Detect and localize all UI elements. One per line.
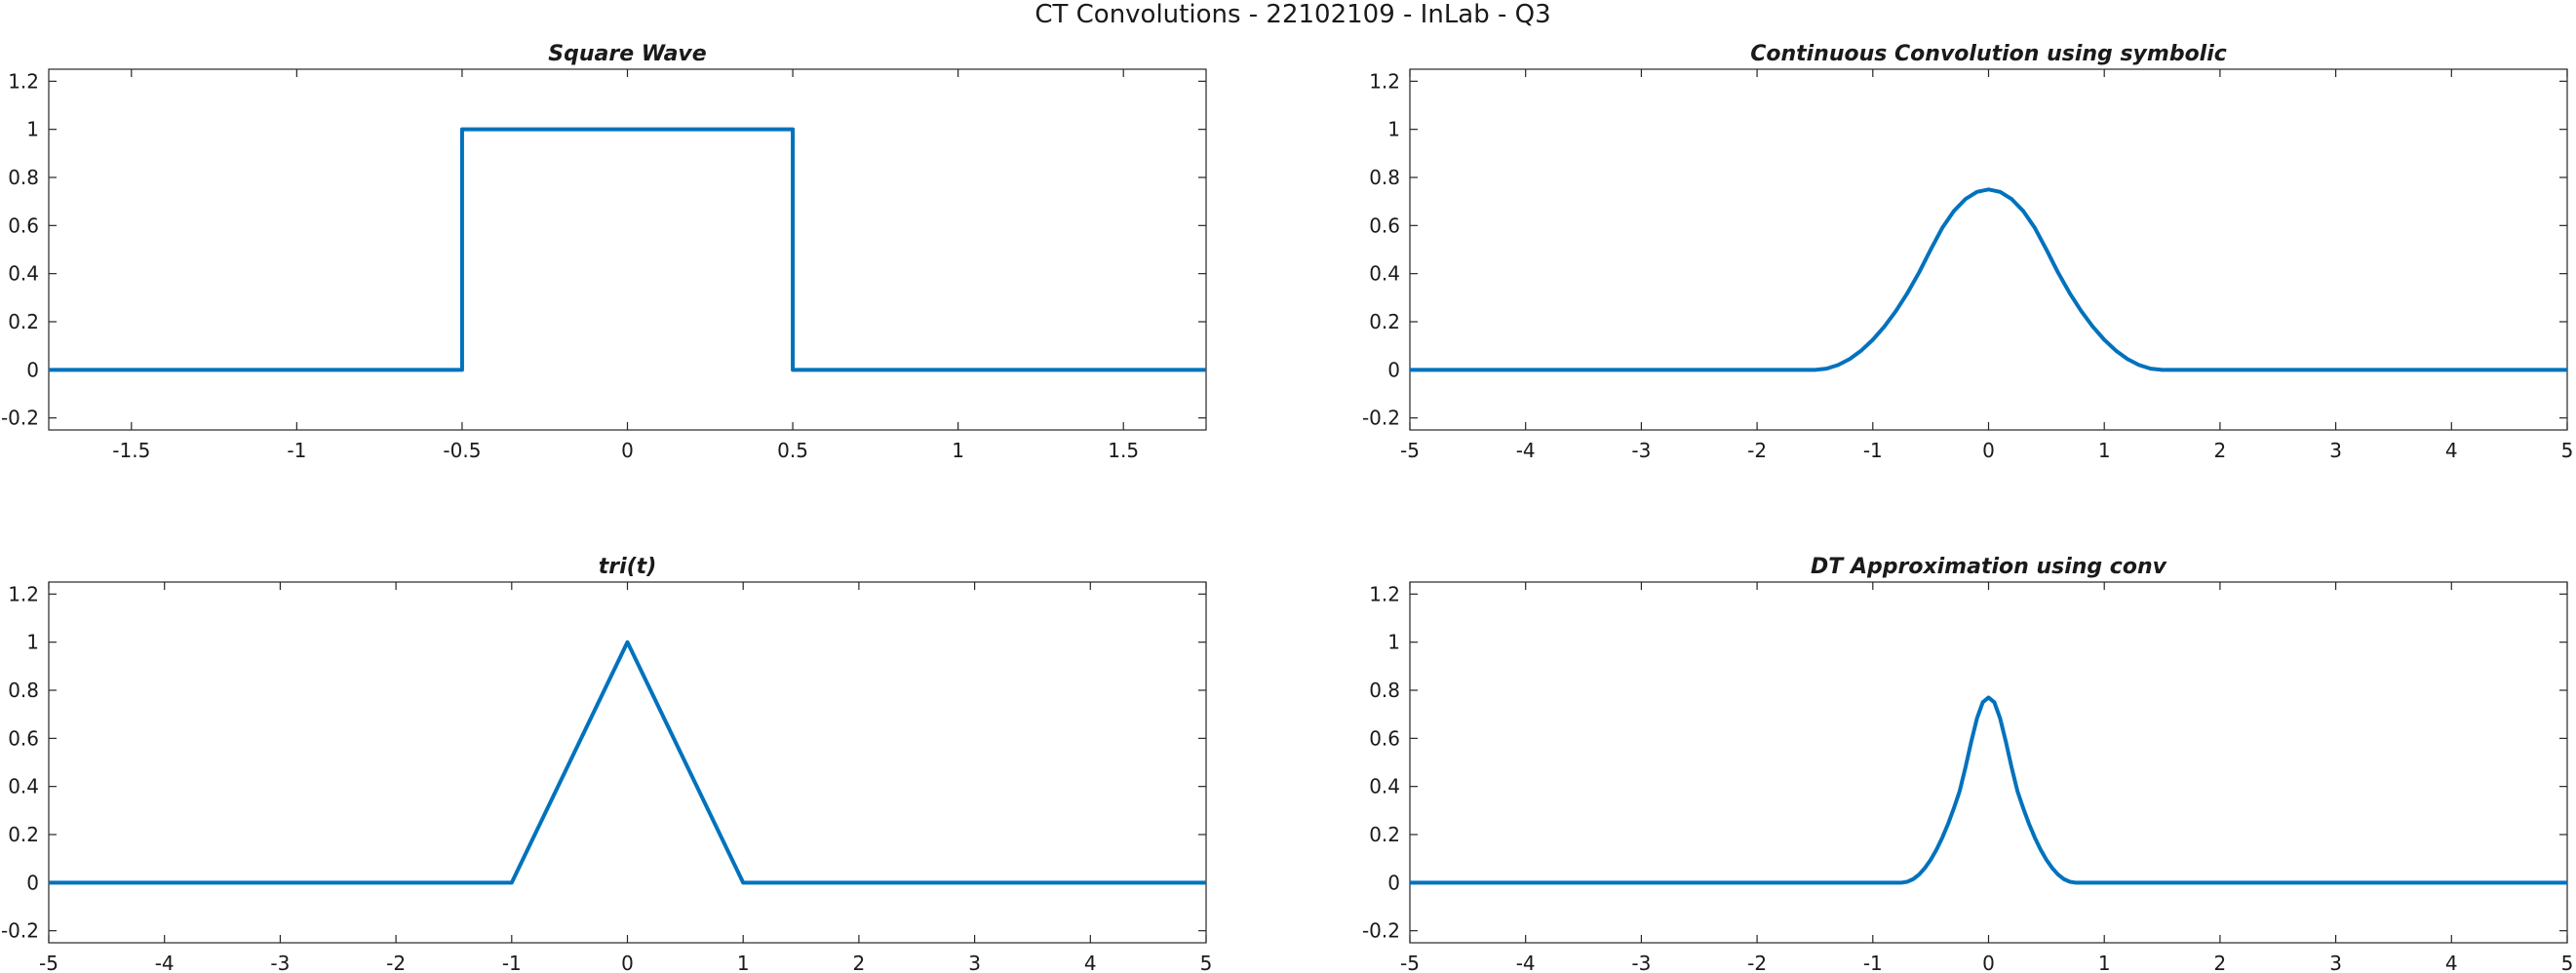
x-tick-label: 1 (952, 439, 964, 462)
y-tick-label: 0.6 (1369, 726, 1400, 750)
subplot-3: -5 -4 -3 -2 -1 0 1 2 3 4 5 -0.2 0 0.2 0.4 0.6 0.8 1 1.2 tri… (1, 555, 1212, 973)
y-tick-label: 1 (1387, 631, 1400, 654)
y-tick-label: 0.2 (1369, 310, 1400, 333)
y-tick-label: 1 (1387, 118, 1400, 141)
subplots: -1.5 -1 -0.5 0 0.5 1 1.5 -0.2 0 0.2 0.4 0.6 0.8 1 1.2 S… (1, 42, 2573, 973)
x-tick-label: -4 (1516, 952, 1536, 973)
x-tick-label: 5 (1200, 952, 1213, 973)
y-tick-label: 0.2 (8, 310, 39, 333)
y-tick-label: 0 (26, 871, 39, 894)
series-line (49, 640, 1206, 885)
x-tick-label: -5 (39, 952, 59, 973)
x-tick-label: -1 (1863, 439, 1883, 462)
axes-box (48, 581, 1207, 944)
x-tick-label: 2 (2214, 952, 2227, 973)
x-tick-label: 4 (2445, 952, 2458, 973)
x-tick-label: -3 (1631, 952, 1651, 973)
x-tick-label: 5 (2561, 439, 2574, 462)
axes-title: DT Approximation using conv (1811, 555, 2167, 579)
x-tick-label: 3 (2329, 439, 2342, 462)
y-tick-label: 0 (1387, 871, 1400, 894)
y-tick-label: 1 (26, 118, 39, 141)
x-tick-label: -0.5 (443, 439, 481, 462)
x-tick-label: 2 (853, 952, 866, 973)
x-tick-label: -3 (1631, 439, 1651, 462)
y-tick-label: 0.4 (1369, 775, 1400, 798)
x-tick-label: 4 (1084, 952, 1097, 973)
y-tick-label: 0.6 (8, 214, 39, 237)
x-tick-label: 0 (1982, 952, 1995, 973)
y-tick-label: 0.4 (1369, 262, 1400, 286)
axes-title: Square Wave (548, 42, 706, 66)
x-tick-label: -1.5 (112, 439, 150, 462)
x-tick-label: 0 (1982, 439, 1995, 462)
x-tick-label: 1.5 (1108, 439, 1139, 462)
y-tick-label: 1.2 (8, 582, 39, 605)
x-tick-label: -1 (1863, 952, 1883, 973)
x-tick-label: -4 (155, 952, 175, 973)
axes-box (1409, 581, 2568, 944)
y-tick-label: 0.4 (8, 775, 39, 798)
x-tick-label: 5 (2561, 952, 2574, 973)
y-tick-label: -0.2 (1362, 407, 1400, 430)
x-tick-label: -3 (270, 952, 290, 973)
series-line (1410, 695, 2567, 885)
y-tick-label: 0 (26, 358, 39, 381)
y-tick-label: -0.2 (1, 407, 39, 430)
subplot-2: -5 -4 -3 -2 -1 0 1 2 3 4 5 -0.2 0 0.2 0.4 0.6 0.8 1 1.2 Con… (1362, 42, 2573, 462)
y-tick-label: 0.8 (1369, 679, 1400, 702)
figure-title: CT Convolutions - 22102109 - InLab - Q3 (1034, 0, 1550, 29)
y-tick-label: 1 (26, 631, 39, 654)
y-tick-label: 0.4 (8, 262, 39, 286)
x-tick-label: 0 (621, 439, 634, 462)
x-tick-label: 1 (2098, 952, 2111, 973)
x-tick-label: 3 (2329, 952, 2342, 973)
x-tick-label: 3 (968, 952, 981, 973)
y-tick-label: 0.8 (8, 166, 39, 189)
x-tick-label: -5 (1400, 439, 1420, 462)
y-tick-label: -0.2 (1, 919, 39, 943)
y-tick-label: 0.8 (8, 679, 39, 702)
series-line (1410, 187, 2567, 372)
x-tick-label: -2 (1747, 952, 1767, 973)
x-tick-label: 2 (2214, 439, 2227, 462)
x-tick-label: -1 (287, 439, 306, 462)
x-tick-label: 1 (2098, 439, 2111, 462)
x-tick-label: -1 (502, 952, 522, 973)
axes-title: Continuous Convolution using symbolic (1750, 42, 2227, 66)
y-tick-label: 0.6 (1369, 214, 1400, 237)
y-tick-label: 1.2 (1369, 582, 1400, 605)
x-tick-label: 1 (737, 952, 750, 973)
x-tick-label: 0 (621, 952, 634, 973)
y-tick-label: 0 (1387, 358, 1400, 381)
axes-box (1409, 68, 2568, 431)
subplot-1: -1.5 -1 -0.5 0 0.5 1 1.5 -0.2 0 0.2 0.4 0.6 0.8 1 1.2 S… (1, 42, 1207, 462)
x-tick-label: -5 (1400, 952, 1420, 973)
x-tick-label: -4 (1516, 439, 1536, 462)
y-tick-label: 0.6 (8, 726, 39, 750)
subplot-4: -5 -4 -3 -2 -1 0 1 2 3 4 5 -0.2 0 0.2 0.4 0.6 0.8 1 1.2 DT … (1362, 555, 2573, 973)
y-tick-label: 0.8 (1369, 166, 1400, 189)
y-tick-label: -0.2 (1362, 919, 1400, 943)
x-tick-label: 0.5 (777, 439, 808, 462)
axes-box (48, 68, 1207, 431)
y-tick-label: 0.2 (8, 823, 39, 846)
x-tick-label: -2 (386, 952, 406, 973)
y-tick-label: 1.2 (8, 69, 39, 93)
x-tick-label: 4 (2445, 439, 2458, 462)
y-tick-label: 0.2 (1369, 823, 1400, 846)
axes-title: tri(t) (599, 555, 657, 579)
series-line (49, 127, 1206, 372)
y-tick-label: 1.2 (1369, 69, 1400, 93)
x-tick-label: -2 (1747, 439, 1767, 462)
